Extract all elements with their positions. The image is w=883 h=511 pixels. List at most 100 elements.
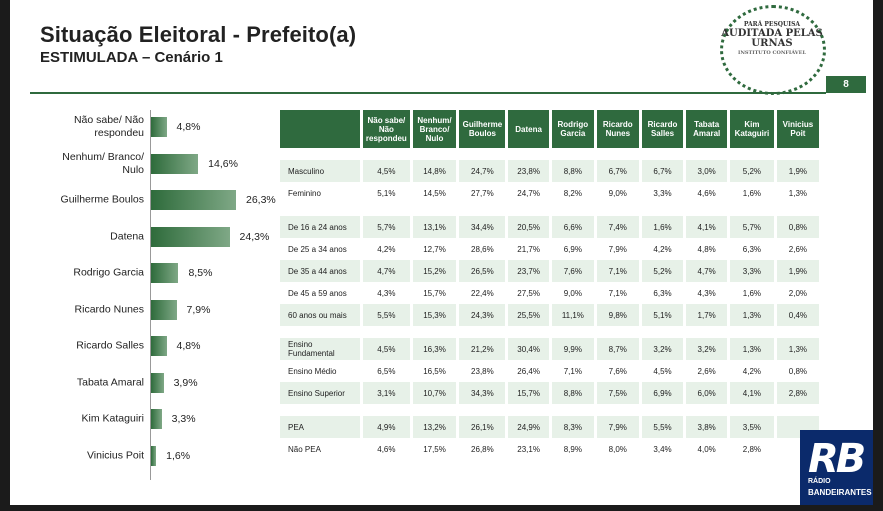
category-label: Rodrigo Garcia [73, 266, 144, 279]
table-cell: 24,7% [459, 160, 506, 182]
bar [151, 153, 199, 174]
table-cell: 6,3% [729, 238, 774, 260]
category-label: Guilherme Boulos [60, 193, 144, 206]
column-header: Não sabe/ Não respondeu [363, 110, 410, 148]
row-label: Feminino [280, 182, 361, 204]
divider [30, 92, 826, 94]
bar [151, 445, 157, 466]
table-cell: 2,8% [729, 438, 774, 460]
row-label: Ensino Fundamental [280, 338, 361, 360]
table-cell: 4,8% [686, 238, 727, 260]
table-cell: 5,1% [641, 304, 684, 326]
column-header: Rodrigo Garcia [551, 110, 594, 148]
table-cell: 9,0% [551, 282, 594, 304]
table-cell: 4,7% [363, 260, 410, 282]
table-cell: 7,6% [551, 260, 594, 282]
table-cell: 9,8% [596, 304, 639, 326]
table-cell: 3,8% [686, 416, 727, 438]
table-row: 60 anos ou mais 5,5% 15,3% 24,3% 25,5% 11,1% 9… [280, 304, 819, 326]
table-corner-header [280, 110, 361, 148]
table-cell: 2,6% [686, 360, 727, 382]
value-label: 14,6% [208, 157, 238, 170]
table-cell: 12,7% [412, 238, 457, 260]
row-label: Masculino [280, 160, 361, 182]
table-cell: 6,6% [551, 216, 594, 238]
table-cell: 28,6% [459, 238, 506, 260]
table-cell: 0,8% [776, 360, 819, 382]
slide: Situação Eleitoral - Prefeito(a) ESTIMUL… [10, 0, 873, 505]
table-cell: 3,1% [363, 382, 410, 404]
category-label: Não sabe/ Não respondeu [73, 114, 144, 139]
value-label: 3,3% [171, 413, 196, 425]
chart-row: Ricardo Nunes 7,9% [40, 293, 280, 327]
table-cell: 6,7% [596, 160, 639, 182]
column-header: Datena [508, 110, 549, 148]
table-cell: 6,7% [641, 160, 684, 182]
column-header: Tabata Amaral [686, 110, 727, 148]
table-cell: 1,9% [776, 160, 819, 182]
table-cell: 1,6% [729, 282, 774, 304]
table-cell: 5,2% [729, 160, 774, 182]
table-cell: 6,9% [551, 238, 594, 260]
chart-row: Datena 24,3% [40, 220, 280, 254]
table-cell: 26,4% [508, 360, 549, 382]
value-label: 4,8% [176, 121, 201, 133]
row-label: PEA [280, 416, 361, 438]
table-cell: 24,3% [459, 304, 506, 326]
table-cell: 8,3% [551, 416, 594, 438]
chart-row: Não sabe/ Não respondeu 4,8% [40, 110, 280, 144]
table-cell: 27,5% [508, 282, 549, 304]
table-cell: 15,7% [412, 282, 457, 304]
row-label: De 45 a 59 anos [280, 282, 361, 304]
table-cell: 4,1% [686, 216, 727, 238]
table-cell: 8,8% [551, 382, 594, 404]
row-label: Não PEA [280, 438, 361, 460]
table-cell: 1,6% [729, 182, 774, 204]
table-cell: 8,7% [596, 338, 639, 360]
table-cell: 30,4% [508, 338, 549, 360]
table-cell: 4,5% [363, 160, 410, 182]
chart-row: Tabata Amaral 3,9% [40, 366, 280, 400]
table-cell: 7,1% [596, 282, 639, 304]
table-row: Masculino 4,5% 14,8% 24,7% 23,8% 8,8% 6,7% 6,7%… [280, 160, 819, 182]
row-label: 60 anos ou mais [280, 304, 361, 326]
table-cell: 7,1% [596, 260, 639, 282]
value-label: 24,3% [239, 230, 270, 243]
table-cell: 23,8% [459, 360, 506, 382]
audit-seal-logo: PARÁ PESQUISA AUDITADA PELAS URNAS INSTI… [718, 3, 826, 95]
table-cell: 4,6% [363, 438, 410, 460]
bar [151, 117, 167, 137]
table-cell: 5,5% [363, 304, 410, 326]
table-row: Feminino 5,1% 14,5% 27,7% 24,7% 8,2% 9,0% 3,3% 4… [280, 182, 819, 204]
table-row: Não PEA 4,6% 17,5% 26,8% 23,1% 8,9% 8,0% 3,4% 4,… [280, 438, 819, 460]
column-header: Nenhum/ Branco/ Nulo [412, 110, 457, 148]
table-cell: 13,2% [412, 416, 457, 438]
table-cell: 17,5% [412, 438, 457, 460]
value-label: 26,3% [246, 194, 276, 206]
table-cell: 7,5% [596, 382, 639, 404]
table-row: Ensino Superior 3,1% 10,7% 34,3% 15,7% 8,8% 7,… [280, 382, 819, 404]
table-cell: 5,7% [729, 216, 774, 238]
table-cell: 2,6% [776, 238, 819, 260]
table-cell: 24,9% [508, 416, 549, 438]
table-cell: 21,2% [459, 338, 506, 360]
category-label: Datena [110, 230, 144, 242]
table-cell: 8,9% [551, 438, 594, 460]
value-label: 3,9% [173, 376, 198, 389]
table-cell: 7,6% [596, 360, 639, 382]
row-label: De 16 a 24 anos [280, 216, 361, 238]
table-cell: 6,5% [363, 360, 410, 382]
column-header: Vinicius Poit [776, 110, 819, 148]
column-header: Kim Kataguiri [729, 110, 774, 148]
table-cell: 14,5% [412, 182, 457, 204]
value-label: 1,6% [166, 449, 191, 462]
table-cell: 21,7% [508, 238, 549, 260]
table-cell: 1,6% [641, 216, 684, 238]
table-cell: 24,7% [508, 182, 549, 204]
value-label: 7,9% [186, 303, 211, 316]
crosstab-table: Não sabe/ Não respondeu Nenhum/ Branco/ N… [277, 110, 822, 460]
chart-row: Vinicius Poit 1,6% [40, 439, 280, 473]
table-cell: 5,2% [641, 260, 684, 282]
table-cell: 1,7% [686, 304, 727, 326]
chart-row: Ricardo Salles 4,8% [40, 329, 280, 363]
